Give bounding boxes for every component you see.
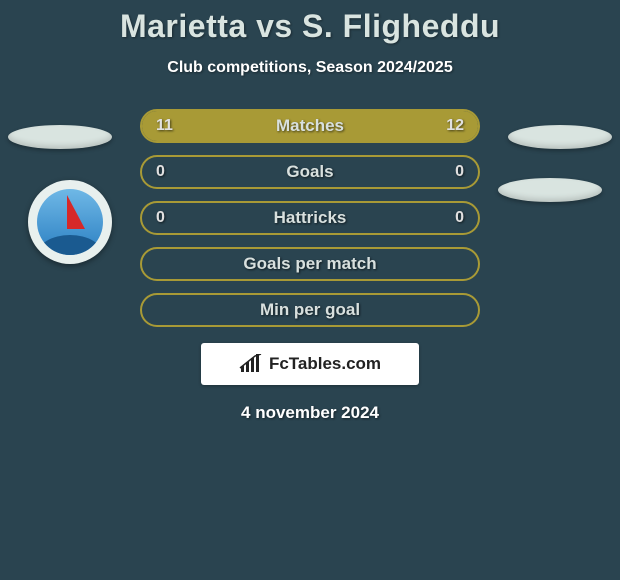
brand-text: FcTables.com [269, 354, 381, 374]
stat-value-right: 12 [446, 117, 464, 135]
badge-sail-icon [67, 195, 85, 229]
stat-label: Matches [142, 116, 478, 136]
badge-wave-icon [37, 235, 103, 255]
stat-label: Min per goal [142, 300, 478, 320]
player-marker-right-2 [498, 178, 602, 202]
player-marker-left [8, 125, 112, 149]
stat-row: Goals per match [140, 247, 480, 281]
stat-label: Goals per match [142, 254, 478, 274]
player-marker-right [508, 125, 612, 149]
stat-label: Goals [142, 162, 478, 182]
barchart-icon [239, 354, 263, 374]
stat-row: 11Matches12 [140, 109, 480, 143]
stat-label: Hattricks [142, 208, 478, 228]
date-label: 4 november 2024 [0, 403, 620, 423]
page-title: Marietta vs S. Fligheddu [0, 8, 620, 45]
club-badge-inner [37, 189, 103, 255]
stat-value-right: 0 [455, 209, 464, 227]
header: Marietta vs S. Fligheddu Club competitio… [0, 0, 620, 77]
brand-box: FcTables.com [201, 343, 419, 385]
stat-value-right: 0 [455, 163, 464, 181]
subtitle: Club competitions, Season 2024/2025 [0, 59, 620, 77]
stat-row: Min per goal [140, 293, 480, 327]
club-badge [28, 180, 112, 264]
stat-row: 0Hattricks0 [140, 201, 480, 235]
stat-row: 0Goals0 [140, 155, 480, 189]
